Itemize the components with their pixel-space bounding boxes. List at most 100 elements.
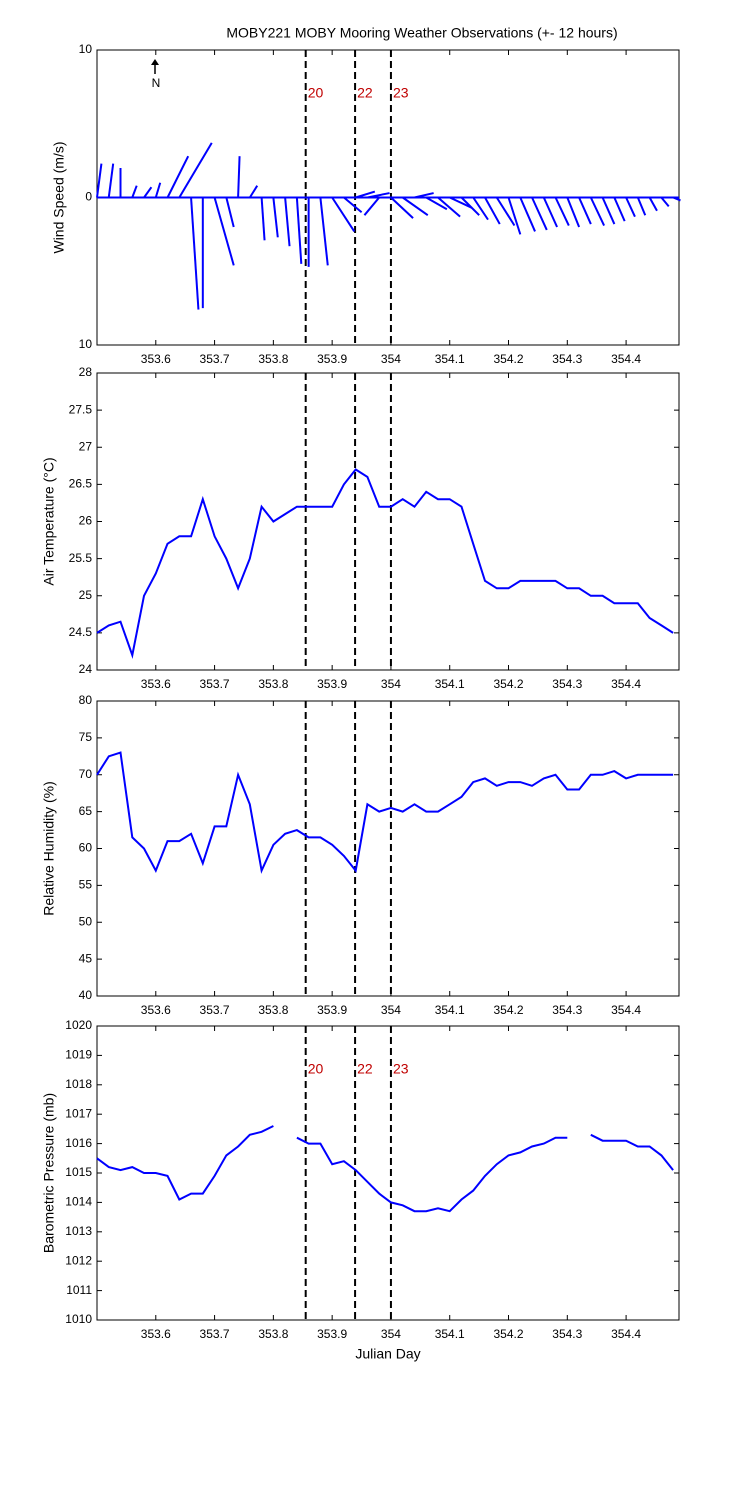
wind-stick xyxy=(343,196,363,214)
wind-stick xyxy=(625,197,636,218)
x-tick-label: 354.2 xyxy=(493,352,523,366)
y-tick-label: 25.5 xyxy=(69,551,93,565)
y-tick-label: 1010 xyxy=(65,1312,92,1326)
y-tick-label: 1019 xyxy=(65,1048,92,1062)
y-tick-label: 24 xyxy=(79,662,93,676)
x-tick-label: 354.2 xyxy=(493,677,523,691)
y-tick-label: 75 xyxy=(79,730,93,744)
wind-stick xyxy=(648,197,658,212)
wind-stick xyxy=(578,197,592,225)
wind-stick xyxy=(460,196,480,216)
wind-stick xyxy=(495,196,516,227)
wind-stick xyxy=(154,182,162,198)
x-axis-label: Julian Day xyxy=(355,1346,420,1362)
event-label: 20 xyxy=(308,1061,324,1077)
wind-stick xyxy=(672,196,681,202)
y-tick-label: 1018 xyxy=(65,1077,92,1091)
wind-stick xyxy=(319,197,329,266)
x-tick-label: 353.8 xyxy=(258,352,288,366)
y-tick-label: 24.5 xyxy=(69,625,93,639)
wind-stick xyxy=(484,197,501,225)
y-tick-label: 26 xyxy=(79,514,93,528)
wind-stick xyxy=(178,142,213,199)
x-tick-label: 354.3 xyxy=(552,1327,582,1341)
wind-stick xyxy=(425,196,448,211)
y-tick-label: 50 xyxy=(79,914,93,928)
wind-stick xyxy=(613,197,626,222)
x-tick-label: 353.7 xyxy=(200,352,230,366)
wind-stick xyxy=(507,197,522,235)
y-tick-label: 10 xyxy=(79,337,93,351)
north-label: N xyxy=(152,76,161,90)
x-tick-label: 354.3 xyxy=(552,352,582,366)
x-tick-label: 354.1 xyxy=(435,1003,465,1017)
x-tick-label: 353.9 xyxy=(317,677,347,691)
x-tick-label: 354.2 xyxy=(493,1327,523,1341)
x-tick-label: 354.4 xyxy=(611,1003,641,1017)
wind-stick xyxy=(260,197,266,241)
wind-stick xyxy=(143,186,153,199)
wind-stick xyxy=(449,196,473,209)
wind-stick xyxy=(213,197,235,266)
plot-area xyxy=(96,1025,680,1321)
wind-stick xyxy=(363,196,380,216)
y-axis-label: Wind Speed (m/s) xyxy=(51,141,67,253)
x-tick-label: 353.8 xyxy=(258,1003,288,1017)
plot-area xyxy=(96,700,680,997)
x-tick-label: 353.9 xyxy=(317,352,347,366)
wind-stick xyxy=(589,197,605,226)
y-tick-label: 65 xyxy=(79,804,93,818)
y-tick-label: 60 xyxy=(79,841,93,855)
x-tick-label: 353.6 xyxy=(141,352,171,366)
data-line xyxy=(96,1125,674,1213)
y-tick-label: 1012 xyxy=(65,1253,92,1267)
wind-stick xyxy=(190,197,200,310)
wind-stick xyxy=(166,155,190,198)
wind-stick xyxy=(519,197,536,232)
x-tick-label: 354 xyxy=(381,677,401,691)
x-tick-label: 354.3 xyxy=(552,1003,582,1017)
y-tick-label: 40 xyxy=(79,988,93,1002)
y-tick-label: 1017 xyxy=(65,1106,92,1120)
y-tick-label: 10 xyxy=(79,42,93,56)
x-tick-label: 354.3 xyxy=(552,677,582,691)
event-label: 20 xyxy=(308,85,324,101)
y-tick-label: 0 xyxy=(85,190,92,204)
wind-stick xyxy=(531,197,548,231)
y-tick-label: 55 xyxy=(79,878,93,892)
x-tick-label: 354.1 xyxy=(435,352,465,366)
y-tick-label: 1014 xyxy=(65,1195,92,1209)
north-arrow-head xyxy=(151,59,159,65)
x-tick-label: 353.9 xyxy=(317,1003,347,1017)
x-tick-label: 354.2 xyxy=(493,1003,523,1017)
wind-stick xyxy=(542,197,558,228)
y-tick-label: 70 xyxy=(79,767,93,781)
event-label: 23 xyxy=(393,85,409,101)
y-tick-label: 45 xyxy=(79,951,93,965)
y-tick-label: 27.5 xyxy=(69,402,93,416)
wind-stick xyxy=(272,197,279,238)
x-tick-label: 353.6 xyxy=(141,1003,171,1017)
wind-stick xyxy=(472,196,489,221)
plot-area xyxy=(96,372,680,671)
wind-stick xyxy=(390,196,414,219)
x-tick-label: 353.8 xyxy=(258,677,288,691)
wind-stick xyxy=(566,197,581,228)
data-line xyxy=(96,751,674,874)
x-tick-label: 353.7 xyxy=(200,1003,230,1017)
wind-stick xyxy=(660,196,670,207)
wind-stick xyxy=(249,185,259,199)
wind-stick xyxy=(437,196,461,218)
wind-stick xyxy=(96,163,103,198)
y-tick-label: 28 xyxy=(79,365,93,379)
x-tick-label: 354.4 xyxy=(611,677,641,691)
x-tick-label: 353.7 xyxy=(200,677,230,691)
x-tick-label: 353.8 xyxy=(258,1327,288,1341)
wind-stick xyxy=(107,163,115,198)
y-axis-label: Air Temperature (°C) xyxy=(41,457,57,585)
y-tick-label: 80 xyxy=(79,693,93,707)
wind-stick xyxy=(284,197,291,247)
x-tick-label: 354 xyxy=(381,1327,401,1341)
data-line xyxy=(96,468,674,659)
